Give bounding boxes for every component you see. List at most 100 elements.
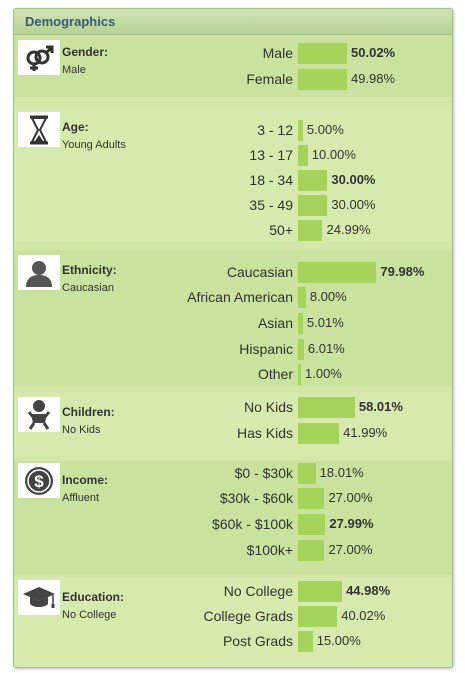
gender-icon: [18, 40, 60, 75]
row-label: College Grads: [203, 608, 294, 624]
percent-bar: [298, 195, 328, 216]
category-value: Male: [62, 64, 86, 76]
category-title: Ethnicity:: [62, 263, 117, 277]
category-value: No Kids: [62, 424, 101, 436]
row-percent: 1.00%: [305, 366, 342, 381]
row-percent: 49.98%: [350, 71, 396, 86]
row-percent: 8.00%: [309, 289, 347, 304]
row-label: $100k+: [246, 542, 293, 558]
percent-bar: [298, 120, 303, 141]
row-label: 50+: [269, 222, 293, 238]
category-value: No College: [62, 609, 117, 621]
percent-bar: [298, 364, 301, 385]
baby-icon: [18, 397, 60, 432]
row-percent: 10.00%: [311, 147, 356, 162]
row-label: Male: [262, 45, 293, 61]
row-label: 13 - 17: [249, 147, 293, 163]
section-education: Education: No College No College 44.98% …: [14, 578, 452, 667]
row-percent: 30.00%: [331, 172, 376, 187]
percent-bar: [298, 170, 328, 191]
row-label: Hispanic: [239, 341, 293, 357]
row-label: 3 - 12: [257, 122, 293, 138]
category-title: Gender:: [62, 45, 109, 59]
hourglass-icon: [18, 112, 60, 147]
row-percent: 27.99%: [329, 516, 374, 531]
person-icon: [18, 255, 60, 290]
row-label: $30k - $60k: [219, 490, 293, 506]
demographics-panel: Demographics Gender: Male Male 50.02% Fe…: [13, 8, 453, 668]
stat-row: Other 1.00%: [14, 364, 452, 386]
percent-bar: [298, 606, 338, 627]
section-children: Children: No Kids No Kids 58.01% Has Kid…: [14, 393, 452, 455]
row-label: Caucasian: [226, 264, 293, 280]
row-percent: 5.00%: [306, 122, 344, 137]
graduation-cap-icon: [18, 580, 60, 615]
stat-row: $0 - $30k 18.01%: [14, 463, 452, 485]
percent-bar: [298, 69, 347, 90]
percent-bar: [298, 488, 325, 509]
row-label: Has Kids: [236, 425, 293, 441]
row-label: 18 - 34: [249, 172, 293, 188]
stat-row: No College 44.98%: [14, 581, 452, 603]
stat-row: $30k - $60k 27.00%: [14, 488, 452, 510]
stat-row: $60k - $100k 27.99%: [14, 514, 452, 536]
svg-text:$: $: [34, 472, 44, 491]
percent-bar: [298, 423, 340, 444]
stat-row: $100k+ 27.00%: [14, 540, 452, 562]
percent-bar: [298, 220, 323, 241]
stat-row: Caucasian 79.98%: [14, 262, 452, 284]
row-percent: 40.02%: [341, 608, 386, 623]
percent-bar: [298, 145, 308, 166]
row-percent: 30.00%: [331, 197, 376, 212]
row-percent: 5.01%: [306, 315, 344, 330]
section-ethnicity: Ethnicity: Caucasian Caucasian 79.98% Af…: [14, 250, 452, 386]
category-value: Caucasian: [62, 282, 114, 294]
section-age: Age: Young Adults 3 - 12 5.00% 13 - 17 1…: [14, 107, 452, 242]
row-label: $0 - $30k: [234, 465, 293, 481]
stat-row: 13 - 17 10.00%: [14, 145, 452, 167]
category-value: Affluent: [62, 492, 100, 504]
row-percent: 18.01%: [319, 465, 364, 480]
row-percent: 79.98%: [380, 264, 425, 279]
section-income: $ Income: Affluent $0 - $30k 18.01% $30k…: [14, 461, 452, 575]
stat-row: Hispanic 6.01%: [14, 339, 452, 361]
category-value: Young Adults: [62, 139, 126, 151]
row-label: Female: [246, 71, 293, 87]
category-title: Income:: [62, 473, 109, 487]
row-percent: 50.02%: [351, 45, 396, 60]
row-label: Asian: [257, 315, 293, 331]
stat-row: Post Grads 15.00%: [14, 631, 452, 653]
stat-row: African American 8.00%: [14, 287, 452, 309]
dollar-icon: $: [18, 463, 60, 498]
row-percent: 27.00%: [328, 542, 373, 557]
category-title: Children:: [62, 405, 115, 419]
row-label: 35 - 49: [249, 197, 293, 213]
percent-bar: [298, 313, 303, 334]
panel-title: Demographics: [25, 14, 116, 29]
percent-bar: [298, 631, 313, 652]
row-percent: 15.00%: [316, 633, 361, 648]
row-percent: 27.00%: [328, 490, 373, 505]
row-label: African American: [187, 289, 293, 305]
stat-row: No Kids 58.01%: [14, 397, 452, 419]
stat-row: Has Kids 41.99%: [14, 423, 452, 445]
percent-bar: [298, 287, 306, 308]
row-percent: 6.01%: [307, 341, 345, 356]
section-gender: Gender: Male Male 50.02% Female 49.98%: [14, 35, 452, 97]
row-percent: 41.99%: [343, 425, 388, 440]
stat-row: Female 49.98%: [14, 69, 452, 91]
category-title: Education:: [62, 590, 124, 604]
stat-row: 18 - 34 30.00%: [14, 170, 452, 192]
stat-row: 35 - 49 30.00%: [14, 195, 452, 217]
stat-row: Asian 5.01%: [14, 313, 452, 335]
percent-bar: [298, 339, 304, 360]
stat-row: Male 50.02%: [14, 43, 452, 65]
percent-bar: [298, 397, 355, 418]
percent-bar: [298, 262, 377, 283]
row-label: No College: [223, 583, 293, 599]
row-percent: 58.01%: [358, 399, 403, 414]
row-label: $60k - $100k: [212, 516, 293, 532]
row-label: Post Grads: [222, 633, 293, 649]
percent-bar: [298, 540, 325, 561]
row-percent: 24.99%: [326, 222, 371, 237]
